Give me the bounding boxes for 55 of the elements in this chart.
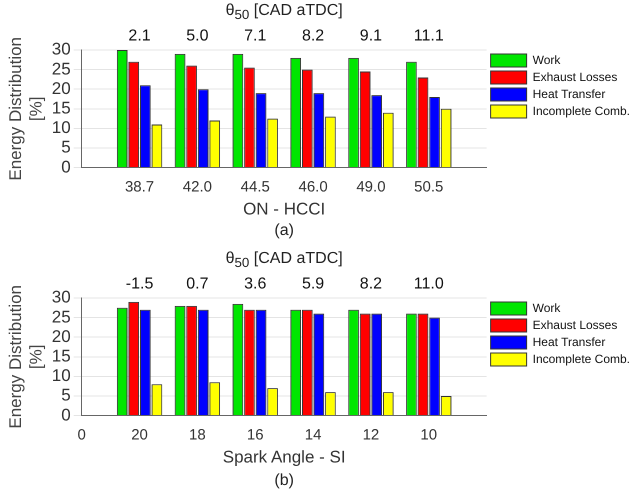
x-tick-label: 0 (78, 426, 86, 444)
legend-label: Exhaust Losses (532, 70, 618, 84)
x-tick-label: 16 (246, 426, 264, 444)
legend-label: Work (532, 300, 562, 315)
y-tick-label: 30 (52, 288, 71, 307)
legend-label: Work (532, 52, 562, 67)
x-tick-label: 12 (362, 426, 380, 444)
y-tick-label: 0 (61, 157, 71, 176)
y-tick-label: 10 (52, 118, 71, 138)
text: 3.6 (244, 275, 266, 292)
x-axis-title: ON - HCCI (243, 199, 326, 218)
x-tick-label: 50.5 (414, 178, 444, 196)
y-tick-label: 0 (61, 405, 71, 424)
text: 9.1 (360, 27, 382, 44)
y-tick-label: 20 (52, 78, 71, 98)
x-tick-label: 20 (131, 426, 148, 444)
text: 5.9 (302, 275, 324, 292)
text: 11.1 (414, 27, 444, 44)
legend-label: Heat Transfer (532, 334, 606, 349)
y-tick-label: 15 (52, 346, 71, 366)
x-tick-label: 42.0 (182, 178, 212, 196)
legend-label: Exhaust Losses (532, 318, 618, 332)
x2-axis-title: θ$_{50}$ [CAD aTDC] (226, 250, 343, 270)
text: (b) (274, 472, 294, 490)
text: (a) (274, 222, 294, 240)
text: 2.1 (128, 27, 151, 44)
x-tick-label: 49.0 (356, 178, 386, 196)
y-tick-label: 25 (52, 307, 71, 326)
legend-label: Incomplete Comb. (532, 352, 630, 366)
x-tick-label: 44.5 (240, 178, 270, 196)
y-tick-label: 25 (52, 59, 71, 78)
text: 8.2 (360, 275, 382, 292)
text: 11.0 (414, 275, 444, 292)
x-tick-label: 14 (304, 426, 322, 444)
x-tick-label: 10 (420, 426, 438, 444)
y-tick-label: 30 (52, 40, 71, 59)
legend-label: Incomplete Comb. (532, 104, 630, 118)
x-tick-label: 18 (189, 426, 206, 444)
x-tick-label: 38.7 (124, 178, 154, 196)
text: 8.2 (302, 27, 324, 44)
legend-label: Heat Transfer (532, 86, 606, 101)
y-axis-title: Energy Distribution [%] (6, 284, 46, 429)
y-tick-label: 20 (52, 326, 71, 346)
y-tick-label: 10 (52, 366, 71, 386)
y-tick-label: 15 (52, 98, 71, 118)
text: 0.7 (186, 275, 209, 292)
text: -1.5 (126, 275, 154, 292)
y-tick-label: 5 (61, 386, 71, 405)
text: 7.1 (244, 27, 266, 44)
x-axis-title: Spark Angle - SI (222, 447, 346, 466)
x-tick-label: 46.0 (298, 178, 328, 196)
y-tick-label: 5 (61, 138, 71, 157)
y-axis-title: Energy Distribution [%] (6, 36, 46, 181)
text: 5.0 (186, 27, 209, 44)
x2-axis-title: θ$_{50}$ [CAD aTDC] (226, 2, 343, 22)
